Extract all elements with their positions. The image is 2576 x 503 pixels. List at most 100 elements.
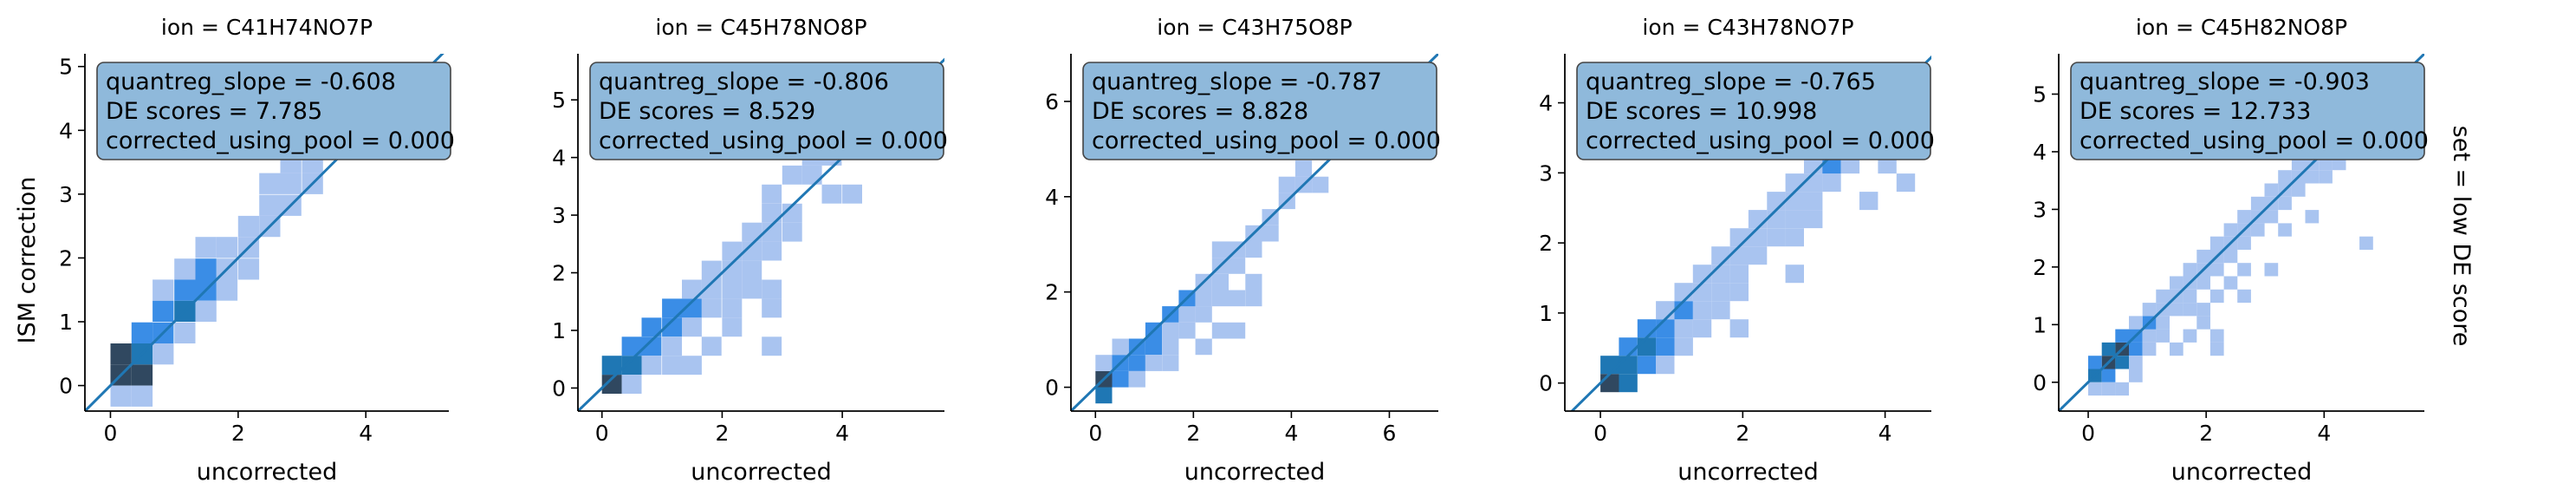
- hist-cell: [1822, 173, 1841, 193]
- hist-cell: [722, 298, 743, 318]
- hist-cell: [216, 279, 238, 301]
- hist-cell: [131, 385, 153, 407]
- y-tick-label: 0: [1539, 371, 1553, 396]
- hist-cell: [2250, 196, 2265, 211]
- hist-cell: [662, 298, 682, 318]
- hist-cell: [2237, 289, 2251, 304]
- panel-5: 0 2 4 0 1 2 3 4 5 ion = C45H82NO8P uncorrected quan…: [2033, 15, 2429, 486]
- hist-cell: [2223, 249, 2238, 264]
- hist-cell: [1162, 322, 1179, 339]
- hist-cell: [2115, 382, 2129, 396]
- hist-cell: [2156, 289, 2170, 304]
- hist-cell: [742, 260, 762, 280]
- hist-cell: [259, 173, 281, 194]
- y-tick-label: 3: [1539, 160, 1553, 186]
- hist-cell: [722, 241, 743, 261]
- hist-cell: [1162, 338, 1179, 356]
- hist-cell: [701, 298, 722, 318]
- x-tick-label: 2: [231, 421, 245, 446]
- stats-annotation-box: [589, 62, 944, 160]
- hist-cell: [1656, 301, 1675, 320]
- hist-cell: [782, 222, 802, 242]
- hist-cell: [195, 237, 217, 258]
- hist-cell: [1619, 337, 1638, 356]
- hist-cell: [662, 356, 682, 376]
- hist-cell: [662, 336, 682, 356]
- hist-cell: [1711, 301, 1730, 320]
- x-tick-label: 2: [1186, 421, 1200, 446]
- hist-cell: [1278, 176, 1295, 193]
- hist-cell: [641, 336, 662, 356]
- y-tick-label: 1: [1539, 301, 1553, 326]
- hist-cell: [2209, 289, 2224, 304]
- stats-annotation-line: quantreg_slope = -0.806: [599, 69, 889, 95]
- hist-cell: [2142, 329, 2157, 343]
- hist-cell: [682, 317, 702, 337]
- stats-annotation-line: quantreg_slope = -0.765: [1586, 69, 1876, 95]
- hist-cell: [131, 322, 153, 343]
- hist2d-cells: [601, 70, 902, 394]
- stats-annotation-line: corrected_using_pool = 0.000: [1092, 127, 1441, 154]
- hist-cell: [1229, 322, 1246, 339]
- hist-cell: [1145, 355, 1163, 371]
- hist-cell: [2291, 183, 2306, 197]
- panel-title: ion = C43H78NO7P: [1642, 15, 1853, 40]
- hist-cell: [1729, 265, 1749, 284]
- hist-cell: [1095, 355, 1113, 371]
- hist-cell: [1637, 356, 1657, 375]
- hist-cell: [1656, 356, 1675, 375]
- hist-cell: [2183, 263, 2197, 277]
- hist-cell: [1128, 370, 1145, 388]
- panel-title: ion = C45H82NO8P: [2136, 15, 2347, 40]
- hist-cell: [280, 173, 302, 194]
- hist-cell: [1294, 160, 1313, 177]
- hist-cell: [1262, 225, 1279, 242]
- hist-cell: [1112, 370, 1129, 388]
- stats-annotation-line: quantreg_slope = -0.608: [106, 69, 396, 95]
- hist-cell: [2223, 276, 2238, 290]
- hist-cell: [701, 279, 722, 299]
- hist-cell: [1729, 283, 1749, 302]
- hist-cell: [1859, 192, 1878, 211]
- hist-cell: [1896, 173, 1916, 193]
- hist-cell: [2129, 356, 2143, 369]
- hist-cell: [1211, 241, 1229, 258]
- hist-cell: [110, 385, 132, 407]
- hist-cell: [1229, 290, 1246, 307]
- hist-cell: [762, 298, 782, 318]
- hist-cell: [1600, 356, 1619, 375]
- hist-cell: [1211, 273, 1229, 291]
- hist-cell: [742, 222, 762, 242]
- hist-cell: [821, 184, 842, 204]
- hist-cell: [1804, 210, 1823, 229]
- y-tick-label: 4: [2033, 140, 2047, 165]
- hist-cell: [2101, 382, 2116, 396]
- hist-cell: [1245, 241, 1262, 258]
- hist-cell: [2156, 329, 2170, 343]
- hist-cell: [131, 364, 153, 386]
- hist-cell: [1211, 322, 1229, 339]
- hist-cell: [1767, 210, 1786, 229]
- hist-cell: [2237, 210, 2251, 224]
- hist-cell: [2278, 170, 2292, 184]
- y-tick-label: 5: [59, 55, 73, 80]
- stats-annotation-line: corrected_using_pool = 0.000: [599, 127, 948, 154]
- hist-cell: [2183, 289, 2197, 304]
- hist-cell: [1637, 337, 1657, 356]
- y-tick-label: 2: [2033, 255, 2047, 280]
- x-tick-label: 0: [1088, 421, 1102, 446]
- hist-cell: [2129, 369, 2143, 382]
- y-tick-label: 6: [1045, 89, 1059, 114]
- hist-cell: [782, 203, 802, 223]
- stats-annotation-box: [96, 62, 451, 160]
- hist-cell: [1195, 338, 1212, 356]
- y-tick-label: 5: [552, 88, 566, 113]
- y-tick-label: 5: [2033, 82, 2047, 108]
- hist-cell: [641, 317, 662, 337]
- x-tick-label: 4: [835, 421, 849, 446]
- hist-cell: [1095, 387, 1113, 404]
- hist-cell: [701, 336, 722, 356]
- x-axis-label: uncorrected: [197, 459, 338, 486]
- hist-cell: [1692, 319, 1712, 338]
- hist-cell: [174, 258, 196, 280]
